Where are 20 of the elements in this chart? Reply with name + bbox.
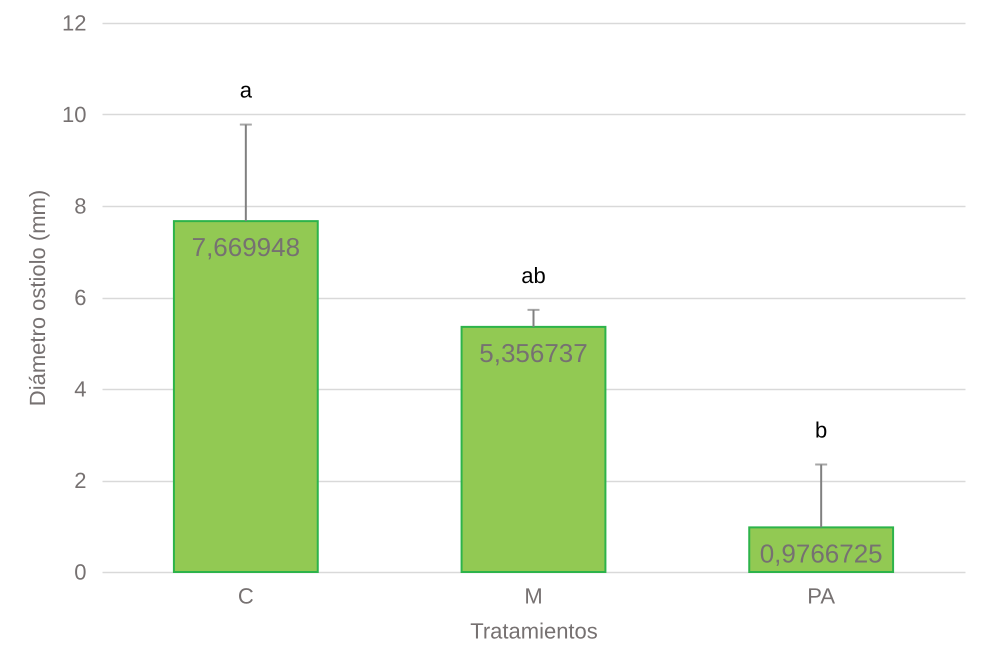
- bar: [172, 220, 319, 573]
- x-tick-label: C: [238, 584, 254, 608]
- data-label: 7,669948: [192, 232, 300, 262]
- data-label: 5,356737: [479, 338, 588, 368]
- x-tick-label: M: [524, 584, 543, 608]
- y-tick-label: 12: [62, 10, 86, 36]
- annotation: b: [815, 417, 828, 442]
- y-axis-title: Diámetro ostiolo (mm): [25, 190, 50, 406]
- y-tick-label: 10: [62, 102, 86, 127]
- y-tick-label: 4: [74, 376, 86, 402]
- annotation: a: [240, 78, 253, 103]
- x-tick-label: PA: [807, 584, 836, 608]
- bar: [460, 326, 606, 573]
- annotation: ab: [521, 262, 546, 288]
- y-tick-label: 0: [74, 560, 86, 584]
- x-axis-title: Tratamientos: [470, 618, 598, 644]
- data-label: 0,9766725: [760, 538, 883, 568]
- y-tick-label: 6: [74, 285, 86, 310]
- y-tick-label: 2: [74, 468, 86, 493]
- y-tick-label: 8: [74, 194, 86, 218]
